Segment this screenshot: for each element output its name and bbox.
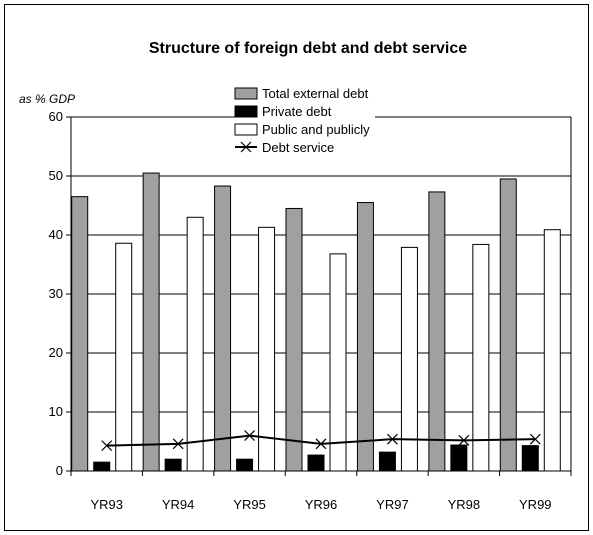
bars xyxy=(71,172,561,472)
bar-private-debt xyxy=(236,458,254,472)
debt-service-point xyxy=(101,440,113,452)
bar-private-debt xyxy=(164,458,182,472)
y-axis-label: as % GDP xyxy=(19,92,75,106)
y-axis-ticks: 0 10 20 30 40 50 60 xyxy=(49,109,71,478)
x-tick-label: YR96 xyxy=(305,497,338,512)
point-marker-stroke xyxy=(458,434,470,446)
legend: Total external debt Private debt Public an… xyxy=(234,86,375,158)
x-tick-label: YR97 xyxy=(376,497,409,512)
legend-label: Private debt xyxy=(262,104,332,119)
bar-total-external-debt xyxy=(214,185,232,472)
bar-public-and-publicly xyxy=(258,226,276,472)
point-marker-stroke xyxy=(244,430,255,442)
x-tick-label: YR98 xyxy=(448,497,481,512)
debt-service-point xyxy=(529,433,541,445)
point-marker-stroke xyxy=(529,433,541,445)
y-tick-label: 0 xyxy=(56,463,63,478)
bar-private-debt xyxy=(307,454,325,472)
point-marker-stroke xyxy=(387,433,398,445)
bar-total-external-debt xyxy=(428,191,446,472)
legend-label: Public and publicly xyxy=(262,122,370,137)
point-marker-stroke xyxy=(172,438,184,450)
legend-label: Debt service xyxy=(262,140,334,155)
y-tick-label: 30 xyxy=(49,286,63,301)
legend-swatch xyxy=(234,123,258,136)
y-tick-label: 40 xyxy=(49,227,63,242)
axes xyxy=(70,117,572,472)
legend-swatch xyxy=(234,105,258,118)
x-tick-label: YR93 xyxy=(90,497,123,512)
bar-public-and-publicly xyxy=(329,253,347,472)
debt-service-point xyxy=(172,438,184,450)
x-tick-label: YR95 xyxy=(233,497,266,512)
bar-private-debt xyxy=(450,444,468,472)
debt-service-line xyxy=(101,430,541,452)
bar-private-debt xyxy=(521,445,539,472)
bar-private-debt xyxy=(93,461,111,472)
bar-public-and-publicly xyxy=(186,216,204,472)
bar-private-debt xyxy=(378,451,396,472)
point-marker-stroke xyxy=(315,438,327,450)
x-tick-label: YR94 xyxy=(162,497,195,512)
chart-frame: Structure of foreign debt and debt servi… xyxy=(4,4,589,531)
chart-title: Structure of foreign debt and debt servi… xyxy=(149,40,467,57)
legend-background xyxy=(235,110,375,158)
bar-total-external-debt xyxy=(71,196,89,472)
debt-service-point xyxy=(244,430,255,442)
legend-label: Total external debt xyxy=(262,86,369,101)
legend-swatch xyxy=(234,87,258,100)
legend-marker-stroke xyxy=(240,141,252,153)
x-tick-label: YR99 xyxy=(519,497,552,512)
y-tick-label: 60 xyxy=(49,109,63,124)
bar-total-external-debt xyxy=(142,172,160,472)
bar-public-and-publicly xyxy=(472,243,490,472)
x-axis-ticks: YR93 YR94 YR95 YR96 YR97 YR98 YR99 xyxy=(70,471,572,512)
bar-total-external-debt xyxy=(285,207,303,472)
chart-canvas: Structure of foreign debt and debt servi… xyxy=(19,40,572,512)
bar-public-and-publicly xyxy=(115,242,133,472)
bar-public-and-publicly xyxy=(543,229,561,472)
debt-service-point xyxy=(315,438,327,450)
point-marker-stroke xyxy=(101,440,113,452)
debt-service-point xyxy=(387,433,398,445)
y-tick-label: 10 xyxy=(49,404,63,419)
bar-public-and-publicly xyxy=(400,246,418,472)
bar-total-external-debt xyxy=(499,178,517,472)
debt-service-point xyxy=(458,434,470,446)
bar-total-external-debt xyxy=(356,202,374,472)
y-tick-label: 50 xyxy=(49,168,63,183)
y-tick-label: 20 xyxy=(49,345,63,360)
